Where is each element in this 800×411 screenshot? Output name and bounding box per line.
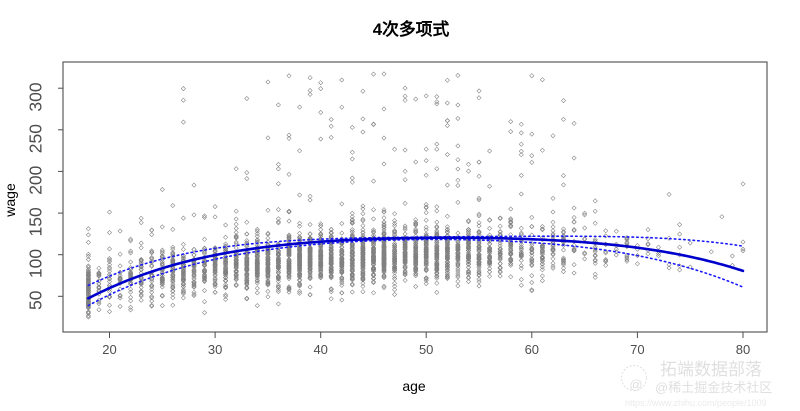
- svg-text:100: 100: [26, 249, 46, 278]
- svg-text:30: 30: [208, 342, 222, 357]
- svg-text:@: @: [629, 377, 642, 392]
- svg-text:50: 50: [26, 290, 46, 310]
- svg-text:200: 200: [26, 165, 46, 194]
- svg-text:300: 300: [26, 82, 46, 111]
- svg-text:150: 150: [26, 207, 46, 236]
- svg-text:拓端数据部落: 拓端数据部落: [660, 360, 762, 379]
- svg-text:https://www.zhihu.com/people/1: https://www.zhihu.com/people/1009: [625, 398, 767, 408]
- svg-text:40: 40: [313, 342, 327, 357]
- svg-text:age: age: [402, 378, 426, 394]
- svg-text:60: 60: [525, 342, 539, 357]
- svg-text:4次多项式: 4次多项式: [373, 19, 450, 39]
- svg-text:80: 80: [736, 342, 750, 357]
- svg-text:20: 20: [102, 342, 116, 357]
- svg-text:wage: wage: [2, 183, 18, 218]
- svg-text:@稀土掘金技术社区: @稀土掘金技术社区: [655, 380, 772, 395]
- svg-text:70: 70: [630, 342, 644, 357]
- svg-text:50: 50: [419, 342, 433, 357]
- svg-text:250: 250: [26, 124, 46, 153]
